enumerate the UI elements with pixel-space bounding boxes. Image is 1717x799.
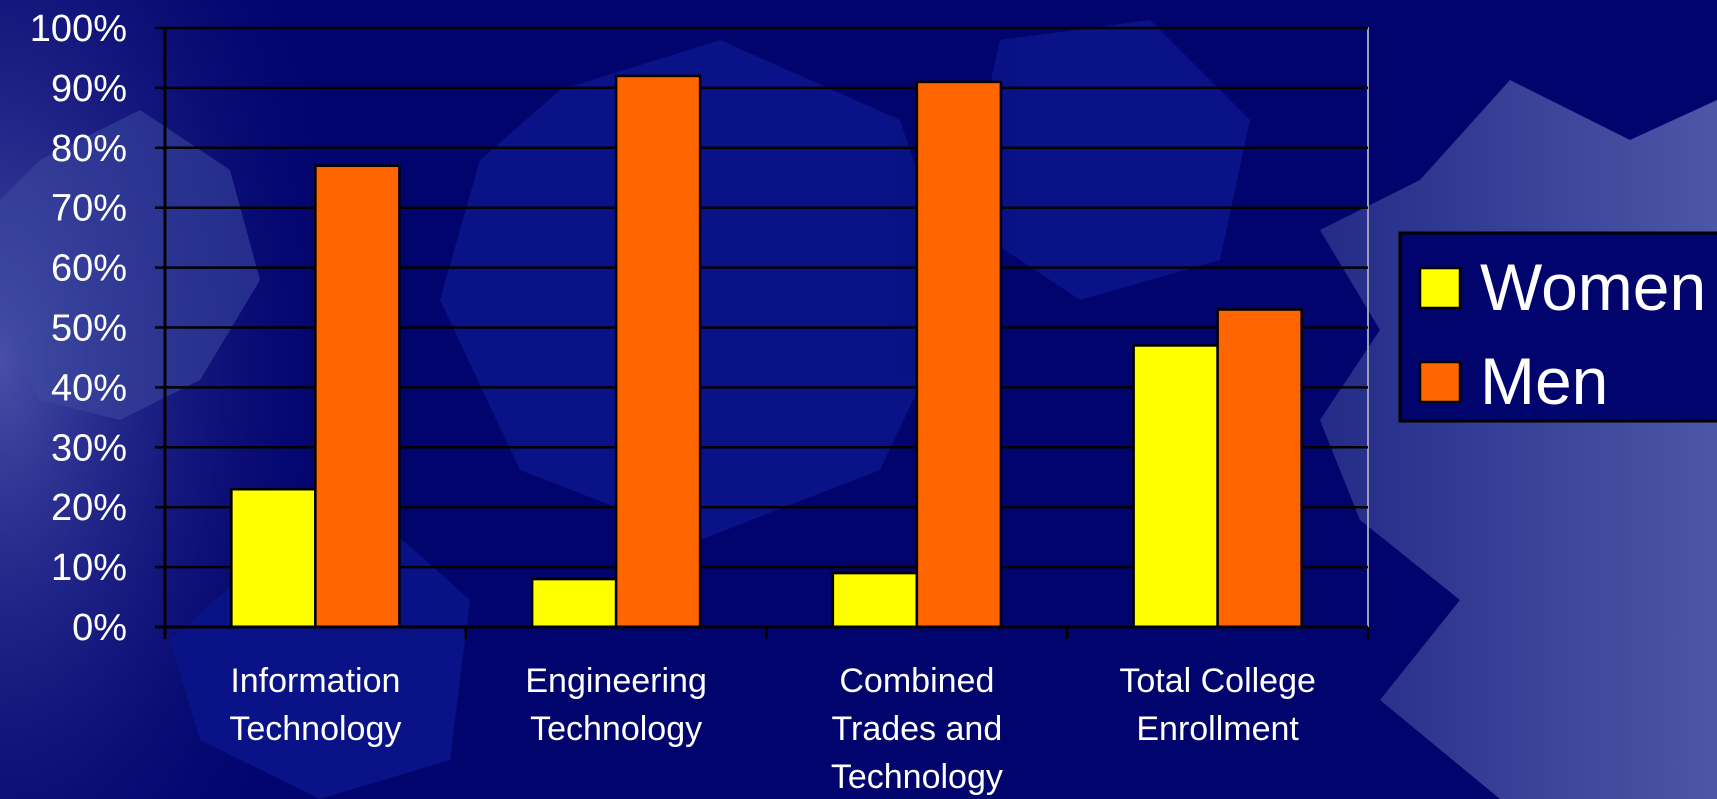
legend-label-women: Women — [1480, 250, 1706, 324]
x-category-label-line: Combined — [839, 662, 994, 700]
y-tick-label: 30% — [51, 427, 127, 469]
y-tick-label: 50% — [51, 308, 127, 350]
legend-swatch-men — [1418, 360, 1462, 404]
bar-men — [314, 164, 401, 629]
x-category-label-line: Information — [230, 662, 400, 700]
x-category-label-line: Technology — [530, 710, 702, 748]
gear-icon — [0, 110, 260, 420]
x-category-label: Engineering Technology — [525, 662, 706, 748]
bar-men — [614, 74, 702, 629]
x-category-label-line: Total College — [1119, 662, 1316, 700]
x-category-label-line: Engineering — [525, 662, 706, 700]
y-tick-label: 10% — [51, 547, 127, 589]
y-tick-label: 70% — [51, 188, 127, 230]
bar-men — [1216, 308, 1303, 629]
y-tick-label: 20% — [51, 487, 127, 529]
x-category-label: Information Technology — [229, 662, 401, 748]
y-tick-label: 40% — [51, 367, 127, 409]
legend: Women Men — [1398, 231, 1717, 423]
bar-women — [831, 571, 919, 629]
x-category-label-line: Enrollment — [1136, 710, 1299, 748]
x-category-label-line: Technology — [229, 710, 401, 748]
y-tick-label: 60% — [51, 248, 127, 290]
y-tick-label: 80% — [51, 128, 127, 170]
x-category-label: Total College Enrollment — [1119, 662, 1316, 748]
bar-men — [915, 80, 1003, 629]
y-tick-label: 90% — [51, 68, 127, 110]
y-tick-label: 100% — [30, 8, 127, 50]
legend-label-men: Men — [1480, 344, 1608, 418]
bar-women — [1132, 344, 1219, 629]
x-category-label: Combined Trades and Technology — [831, 662, 1003, 796]
x-category-label-line: Trades and — [832, 710, 1003, 748]
legend-swatch-women — [1418, 266, 1462, 310]
y-tick-label: 0% — [72, 607, 127, 649]
bar-women — [530, 577, 618, 629]
x-category-label-line: Technology — [831, 758, 1003, 796]
bar-women — [230, 487, 317, 629]
